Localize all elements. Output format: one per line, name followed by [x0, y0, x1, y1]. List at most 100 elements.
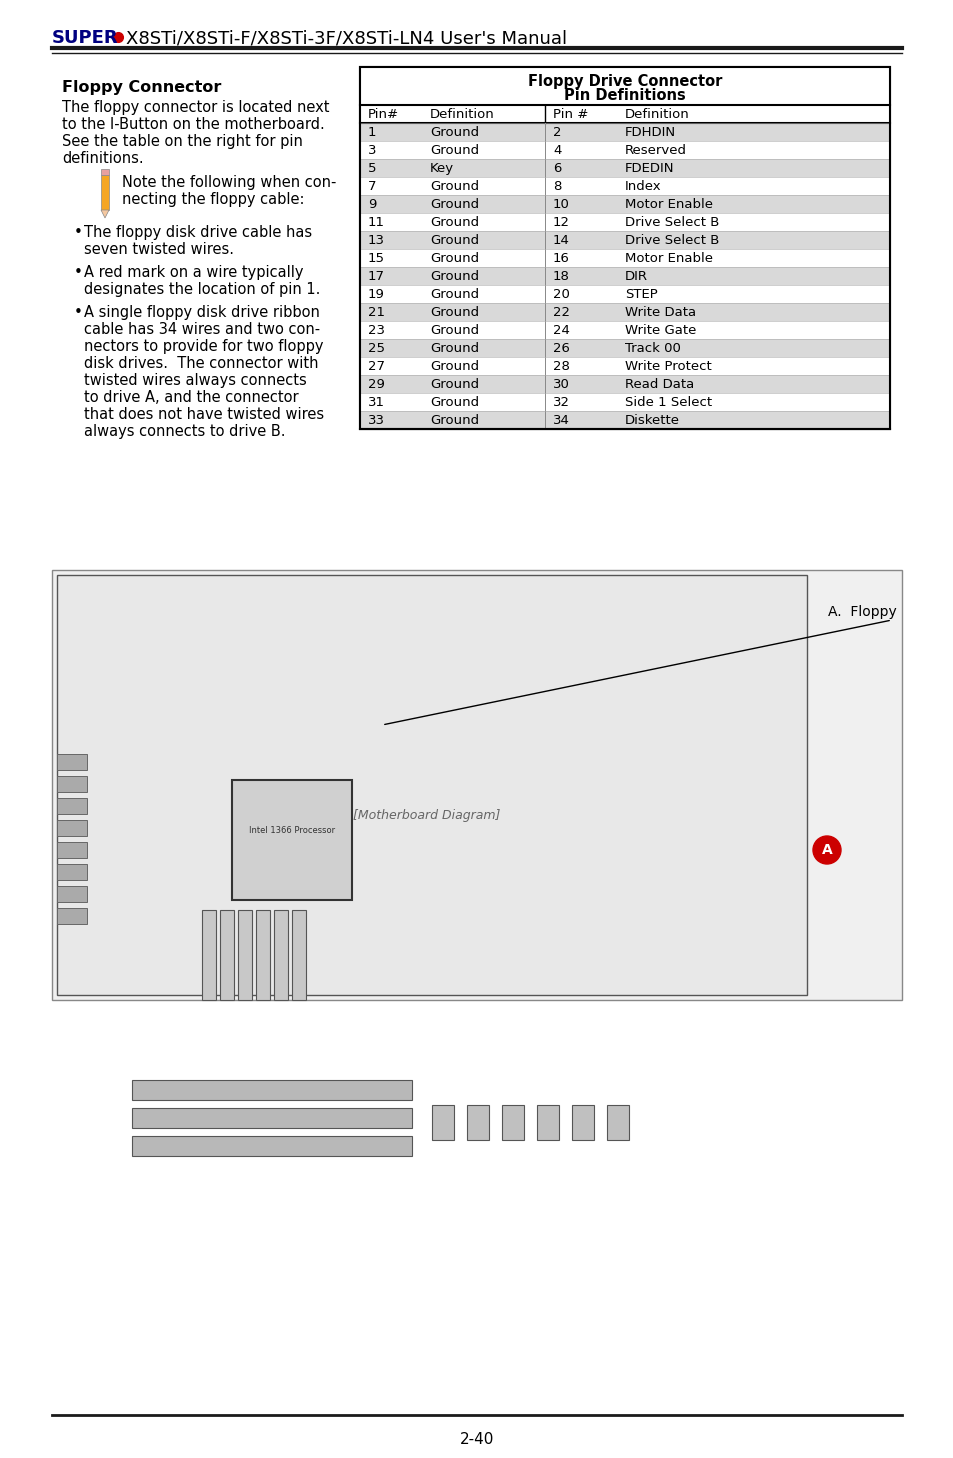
Text: 6: 6: [553, 162, 560, 175]
Text: 5: 5: [368, 162, 376, 175]
Text: 23: 23: [368, 324, 385, 337]
Text: A.  Floppy: A. Floppy: [827, 605, 896, 620]
Text: Pin Definitions: Pin Definitions: [563, 87, 685, 102]
Text: 12: 12: [553, 216, 569, 229]
Bar: [57, 865, 87, 881]
Text: Side 1 Select: Side 1 Select: [624, 395, 711, 408]
Text: Intel 1366 Processor: Intel 1366 Processor: [249, 825, 335, 834]
Text: Ground: Ground: [430, 197, 478, 210]
Text: 31: 31: [368, 395, 385, 408]
Text: 28: 28: [553, 360, 569, 372]
Text: 20: 20: [553, 287, 569, 300]
Text: [Motherboard Diagram]: [Motherboard Diagram]: [353, 809, 500, 821]
Bar: [359, 122, 889, 141]
Text: 33: 33: [368, 414, 385, 427]
Text: disk drives.  The connector with: disk drives. The connector with: [84, 356, 318, 370]
Bar: [57, 908, 87, 924]
Bar: [132, 1108, 412, 1128]
Bar: [359, 176, 889, 195]
Text: 32: 32: [553, 395, 569, 408]
Text: The floppy disk drive cable has: The floppy disk drive cable has: [84, 225, 312, 241]
Text: 8: 8: [553, 179, 560, 192]
Bar: [359, 411, 889, 429]
Text: 25: 25: [368, 341, 385, 354]
Text: The floppy connector is located next: The floppy connector is located next: [62, 101, 329, 115]
Text: Definition: Definition: [430, 108, 495, 121]
Text: seven twisted wires.: seven twisted wires.: [84, 242, 233, 257]
Text: designates the location of pin 1.: designates the location of pin 1.: [84, 281, 320, 297]
Bar: [359, 249, 889, 267]
Text: DIR: DIR: [624, 270, 647, 283]
Bar: [572, 1105, 594, 1140]
Bar: [52, 570, 901, 1000]
Text: Ground: Ground: [430, 306, 478, 318]
Bar: [57, 843, 87, 857]
Text: 30: 30: [553, 378, 569, 391]
Text: 16: 16: [553, 251, 569, 264]
Bar: [359, 67, 889, 429]
Text: A single floppy disk drive ribbon: A single floppy disk drive ribbon: [84, 305, 319, 319]
Text: Ground: Ground: [430, 270, 478, 283]
Text: 29: 29: [368, 378, 384, 391]
Text: 13: 13: [368, 233, 385, 246]
Text: Definition: Definition: [624, 108, 689, 121]
Bar: [606, 1105, 628, 1140]
Text: See the table on the right for pin: See the table on the right for pin: [62, 134, 302, 149]
Text: cable has 34 wires and two con-: cable has 34 wires and two con-: [84, 322, 320, 337]
Text: 17: 17: [368, 270, 385, 283]
Text: 15: 15: [368, 251, 385, 264]
Text: Ground: Ground: [430, 395, 478, 408]
Text: 1: 1: [368, 125, 376, 139]
Bar: [501, 1105, 523, 1140]
Bar: [359, 303, 889, 321]
Text: 10: 10: [553, 197, 569, 210]
Text: Write Protect: Write Protect: [624, 360, 711, 372]
Bar: [359, 394, 889, 411]
Bar: [132, 1136, 412, 1156]
Text: Motor Enable: Motor Enable: [624, 251, 712, 264]
Text: 3: 3: [368, 143, 376, 156]
Text: Read Data: Read Data: [624, 378, 694, 391]
Text: Index: Index: [624, 179, 661, 192]
Bar: [359, 159, 889, 176]
Text: 2-40: 2-40: [459, 1433, 494, 1448]
Bar: [57, 776, 87, 792]
Text: 2: 2: [553, 125, 561, 139]
Text: Pin#: Pin#: [368, 108, 398, 121]
Text: 24: 24: [553, 324, 569, 337]
Bar: [359, 195, 889, 213]
Bar: [359, 340, 889, 357]
Bar: [57, 798, 87, 814]
Bar: [467, 1105, 489, 1140]
Bar: [537, 1105, 558, 1140]
Bar: [359, 357, 889, 375]
Bar: [359, 67, 889, 105]
Bar: [359, 67, 889, 429]
Bar: [220, 910, 233, 1000]
Bar: [57, 754, 87, 770]
Bar: [359, 141, 889, 159]
Bar: [359, 267, 889, 284]
Polygon shape: [101, 210, 109, 219]
Bar: [57, 819, 87, 835]
Circle shape: [812, 835, 841, 865]
Bar: [359, 321, 889, 340]
Text: Reserved: Reserved: [624, 143, 686, 156]
Text: Ground: Ground: [430, 324, 478, 337]
Text: Ground: Ground: [430, 233, 478, 246]
Text: SUPER: SUPER: [52, 29, 118, 47]
Text: twisted wires always connects: twisted wires always connects: [84, 373, 307, 388]
Bar: [57, 886, 87, 903]
Bar: [232, 780, 352, 900]
Bar: [292, 910, 306, 1000]
Text: 9: 9: [368, 197, 376, 210]
Text: Key: Key: [430, 162, 454, 175]
Text: FDHDIN: FDHDIN: [624, 125, 676, 139]
Text: 7: 7: [368, 179, 376, 192]
Bar: [255, 910, 270, 1000]
Text: Ground: Ground: [430, 143, 478, 156]
Text: Drive Select B: Drive Select B: [624, 216, 719, 229]
Text: Ground: Ground: [430, 125, 478, 139]
Text: 27: 27: [368, 360, 385, 372]
Bar: [359, 284, 889, 303]
